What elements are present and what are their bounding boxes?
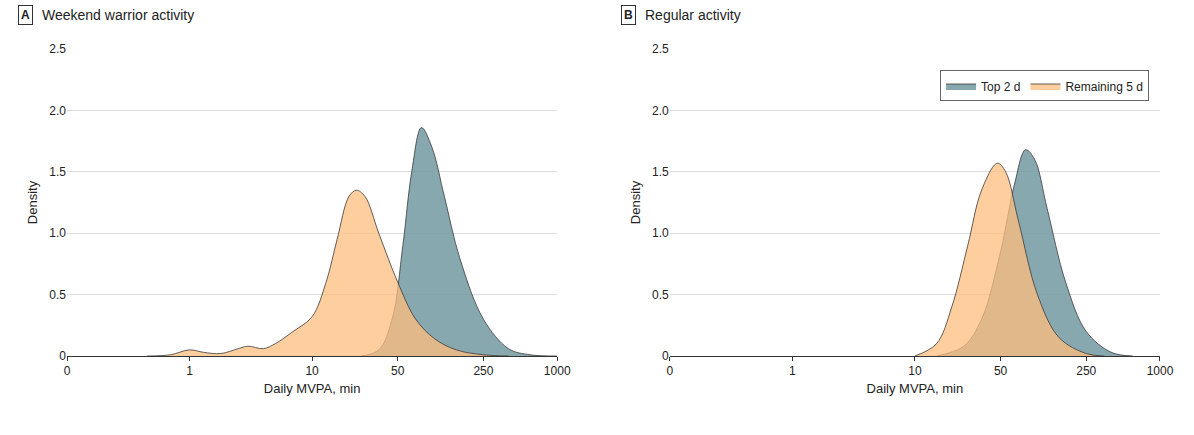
- svg-text:Daily MVPA, min: Daily MVPA, min: [264, 381, 361, 396]
- svg-text:1.0: 1.0: [49, 226, 66, 240]
- svg-text:0: 0: [59, 349, 66, 363]
- svg-text:1: 1: [789, 364, 796, 378]
- svg-text:2.5: 2.5: [652, 42, 669, 56]
- svg-text:1000: 1000: [1147, 364, 1174, 378]
- svg-text:0.5: 0.5: [652, 288, 669, 302]
- svg-text:Density: Density: [628, 180, 643, 224]
- svg-text:Weekend warrior activity: Weekend warrior activity: [42, 7, 194, 23]
- svg-text:Regular activity: Regular activity: [645, 7, 741, 23]
- svg-text:A: A: [21, 8, 30, 22]
- svg-text:250: 250: [1076, 364, 1096, 378]
- svg-text:250: 250: [473, 364, 493, 378]
- svg-text:50: 50: [994, 364, 1008, 378]
- svg-text:Daily MVPA, min: Daily MVPA, min: [867, 381, 964, 396]
- svg-text:1.5: 1.5: [652, 165, 669, 179]
- svg-text:0: 0: [662, 349, 669, 363]
- svg-text:0: 0: [64, 364, 71, 378]
- svg-text:1.0: 1.0: [652, 226, 669, 240]
- svg-text:10: 10: [305, 364, 319, 378]
- svg-text:Top 2 d: Top 2 d: [981, 80, 1020, 94]
- svg-text:10: 10: [908, 364, 922, 378]
- svg-text:50: 50: [391, 364, 405, 378]
- svg-text:2.5: 2.5: [49, 42, 66, 56]
- svg-text:1.5: 1.5: [49, 165, 66, 179]
- svg-text:1: 1: [186, 364, 193, 378]
- svg-text:0.5: 0.5: [49, 288, 66, 302]
- svg-text:0: 0: [666, 364, 673, 378]
- svg-text:2.0: 2.0: [49, 104, 66, 118]
- svg-text:1000: 1000: [544, 364, 571, 378]
- svg-text:Density: Density: [25, 180, 40, 224]
- svg-text:Remaining 5 d: Remaining 5 d: [1065, 80, 1142, 94]
- svg-text:B: B: [624, 8, 633, 22]
- svg-text:2.0: 2.0: [652, 104, 669, 118]
